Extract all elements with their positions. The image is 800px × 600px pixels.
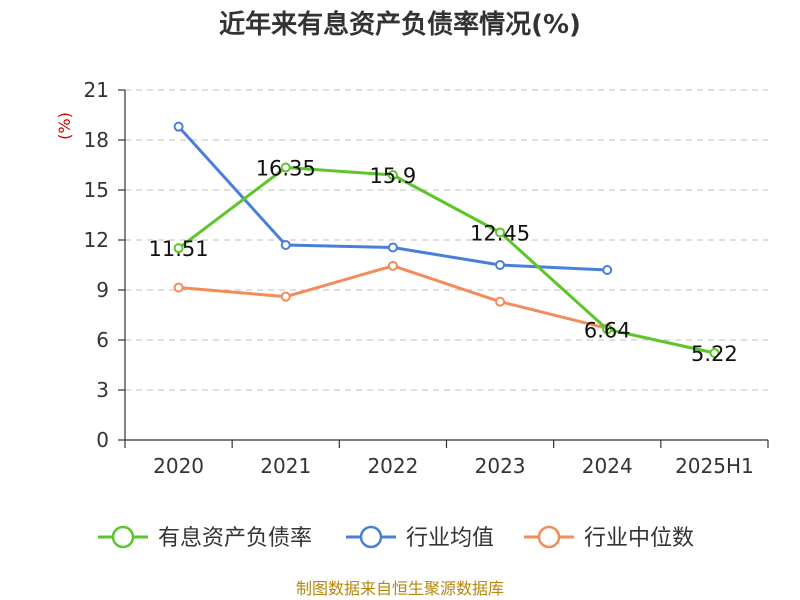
y-axis-label: (%): [55, 112, 74, 140]
source-note: 制图数据来自恒生聚源数据库: [296, 579, 504, 598]
x-tick-label: 2020: [153, 454, 204, 478]
legend-marker: [111, 525, 135, 549]
axes: [118, 89, 769, 448]
data-point: [173, 121, 184, 132]
data-label: 15.9: [370, 164, 417, 188]
legend-label: 行业均值: [406, 526, 494, 551]
y-tick-labels: 0 3 6 9 12 15 18 21: [84, 78, 109, 452]
y-tick-label: 21: [84, 78, 109, 102]
chart-title: 近年来有息资产负债率情况(%): [219, 9, 581, 40]
series-1: [173, 162, 720, 358]
data-point: [173, 282, 184, 293]
data-point: [280, 162, 291, 173]
data-point: [387, 260, 398, 271]
data-label: 12.45: [470, 222, 530, 246]
legend-label: 有息资产负债率: [158, 526, 312, 551]
y-tick-label: 6: [96, 328, 109, 352]
data-label: 11.51: [149, 237, 209, 261]
data-point: [602, 265, 613, 275]
x-tick-label: 2021: [260, 454, 311, 478]
y-tick-label: 12: [84, 228, 109, 252]
x-tick-label: 2023: [475, 454, 526, 478]
data-point: [709, 348, 720, 358]
data-label: 5.22: [691, 342, 738, 366]
legend-item: 行业均值: [346, 525, 494, 551]
data-point: [280, 291, 291, 302]
y-tick-label: 15: [84, 178, 109, 202]
x-tick-label: 2022: [367, 454, 418, 478]
data-point: [387, 170, 398, 180]
data-point: [495, 260, 506, 270]
series-3: [173, 260, 613, 334]
x-tick-label: 2025H1: [675, 454, 754, 478]
legend-marker: [359, 525, 383, 549]
y-tick-label: 9: [96, 278, 109, 302]
y-tick-label: 3: [96, 378, 109, 402]
data-point: [280, 240, 291, 250]
legend-marker: [537, 525, 561, 549]
data-point: [495, 296, 506, 307]
data-point: [602, 324, 613, 335]
data-point: [173, 243, 184, 254]
y-tick-label: 0: [96, 428, 109, 452]
legend-item: 有息资产负债率: [98, 525, 312, 551]
series-line: [178, 264, 608, 330]
series-2: [173, 121, 613, 275]
data-label: 6.64: [584, 318, 631, 342]
data-label: 16.35: [256, 157, 316, 181]
legend-item: 行业中位数: [524, 525, 694, 551]
series-line: [177, 166, 715, 355]
data-labels: 11.51 16.35 15.9 12.45 6.64 5.22: [149, 157, 738, 367]
y-tick-label: 18: [84, 128, 109, 152]
legend: 有息资产负债率 行业均值 行业中位数: [98, 525, 694, 551]
x-tick-label: 2024: [582, 454, 633, 478]
series-group: [173, 121, 720, 358]
legend-label: 行业中位数: [584, 526, 694, 551]
data-point: [387, 242, 398, 253]
x-tick-labels: 2020 2021 2022 2023 2024 2025H1: [153, 454, 754, 478]
data-point: [495, 227, 506, 238]
grid-lines: [125, 89, 768, 391]
